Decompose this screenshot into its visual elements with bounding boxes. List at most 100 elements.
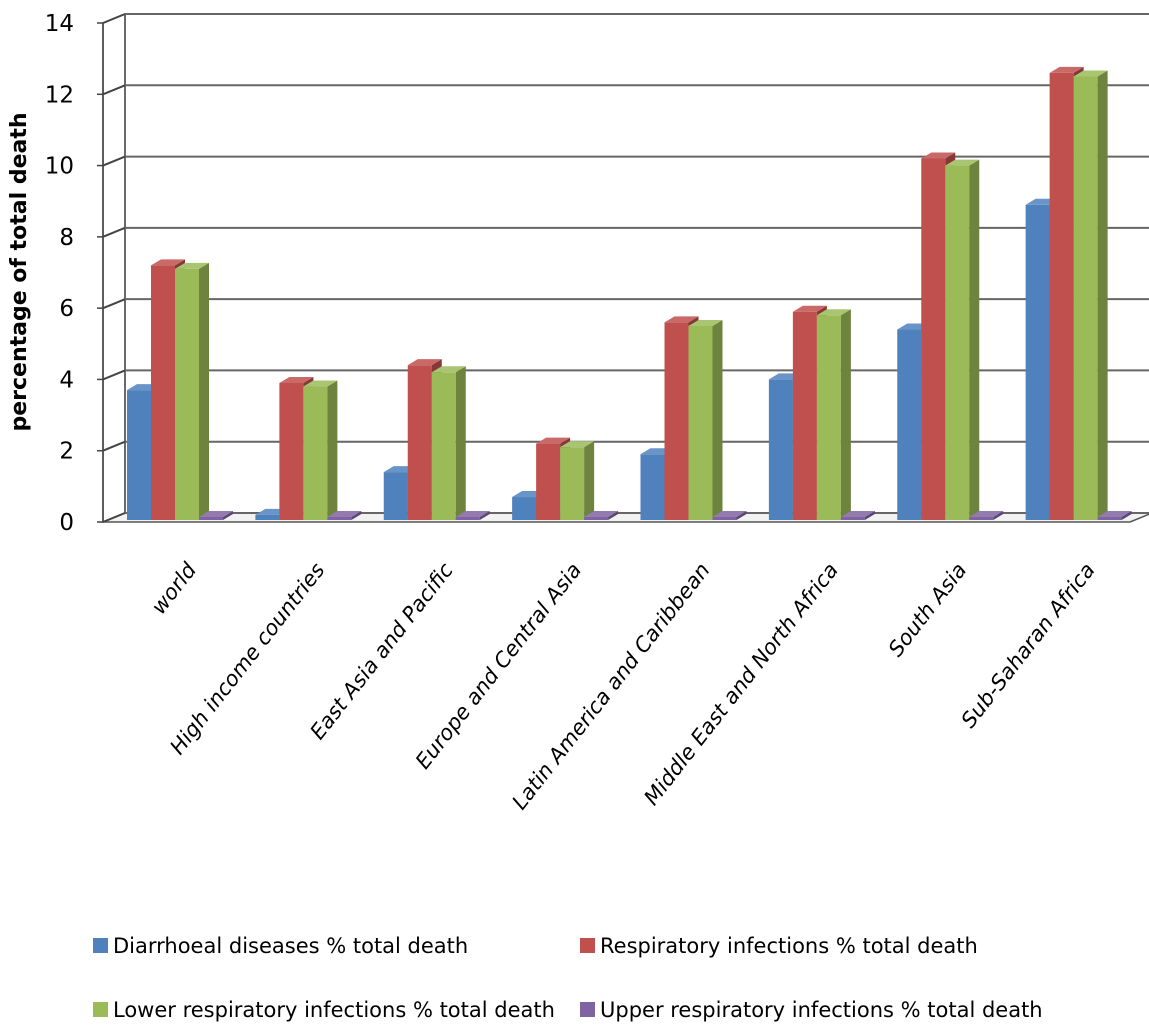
legend: Diarrhoeal diseases % total death Respira…	[93, 934, 1043, 1022]
bar-side	[223, 511, 233, 520]
bar-side	[712, 319, 723, 520]
bar	[969, 511, 1004, 520]
bar-top	[969, 511, 1004, 517]
bar	[584, 511, 619, 520]
bar-front	[431, 372, 456, 520]
y-tick-label: 12	[45, 82, 74, 108]
y-tick-label: 4	[59, 367, 74, 393]
gridline-slant	[102, 226, 126, 238]
category-label: South Asia	[884, 558, 972, 661]
bar-top	[1049, 66, 1084, 73]
bar	[199, 511, 233, 520]
bar-front	[712, 517, 737, 520]
gridline-slant	[102, 298, 126, 310]
legend-item: Upper respiratory infections % total dea…	[580, 998, 1043, 1022]
bar-front	[768, 379, 793, 520]
bar-front	[151, 265, 175, 520]
bar-top	[279, 376, 314, 383]
bar-front	[199, 517, 223, 520]
bar-side	[993, 511, 1004, 520]
bar-top	[431, 366, 466, 373]
bar	[303, 380, 338, 520]
bar-front	[127, 390, 151, 520]
legend-label: Diarrhoeal diseases % total death	[113, 934, 468, 958]
bar-top	[1097, 511, 1132, 517]
gridline-slant	[102, 155, 126, 167]
y-tick-label: 10	[45, 154, 74, 180]
category-label: Sub-Saharan Africa	[956, 558, 1099, 732]
bar-front	[584, 517, 609, 520]
bar-front	[897, 329, 922, 520]
bar-side	[584, 441, 595, 520]
bar	[431, 366, 466, 520]
bar-top	[407, 359, 442, 366]
bar-top	[664, 316, 699, 323]
bar-side	[840, 309, 851, 520]
bar	[175, 262, 209, 520]
bar-front	[1073, 76, 1098, 520]
legend-label: Lower respiratory infections % total dea…	[113, 998, 555, 1022]
bar-top	[303, 380, 338, 387]
bar-front	[536, 443, 561, 520]
bar-top	[792, 305, 827, 312]
bar-top	[560, 441, 595, 448]
legend-item: Respiratory infections % total death	[580, 934, 978, 958]
bar-side	[351, 511, 362, 520]
legend-swatch	[580, 938, 595, 953]
legend-label: Upper respiratory infections % total dea…	[600, 998, 1043, 1022]
gridline-slant	[102, 84, 126, 96]
bar-front	[1049, 72, 1074, 521]
gridline-slant	[102, 512, 126, 523]
bar-front	[455, 517, 480, 520]
legend-label: Respiratory infections % total death	[600, 934, 978, 958]
chart-walls	[102, 12, 1149, 524]
bar-side	[969, 159, 980, 521]
gridlines	[97, 13, 1149, 523]
bar-side	[1121, 511, 1132, 520]
y-tick-label: 8	[59, 225, 74, 251]
bar-side	[199, 262, 209, 520]
bar-side	[608, 511, 619, 520]
category-label: East Asia and Pacific	[305, 558, 458, 744]
bar-front	[255, 514, 280, 520]
bar-top	[536, 437, 571, 444]
bar	[712, 511, 747, 520]
bar-top	[816, 309, 851, 316]
y-tick-label: 0	[59, 510, 74, 536]
bar-side	[479, 511, 490, 520]
bar	[816, 309, 851, 520]
bar-top	[945, 159, 980, 166]
bar-top	[327, 511, 362, 517]
legend-item: Lower respiratory infections % total dea…	[93, 998, 555, 1022]
bar-top	[199, 511, 233, 517]
bar	[688, 319, 723, 520]
bar-front	[921, 158, 946, 520]
bar-side	[455, 366, 466, 520]
bar-side	[736, 511, 747, 520]
bar-front	[560, 447, 585, 520]
bar-side	[327, 380, 338, 520]
y-tick-label: 14	[45, 11, 74, 37]
bar-top	[584, 511, 619, 517]
bar	[1097, 511, 1132, 520]
bar	[945, 159, 980, 521]
y-axis-label: percentage of total death	[7, 112, 32, 431]
bar	[560, 441, 595, 520]
bar-side	[864, 511, 875, 520]
category-label: world	[147, 558, 202, 619]
legend-item: Diarrhoeal diseases % total death	[93, 934, 468, 958]
legend-swatch	[93, 1002, 108, 1017]
bar	[1073, 70, 1108, 520]
bar	[455, 511, 490, 520]
bar-front	[303, 386, 328, 520]
bar-top	[688, 319, 723, 326]
bar-front	[945, 165, 970, 521]
gridline-slant	[102, 369, 126, 381]
bar-front	[1097, 517, 1122, 520]
bars	[127, 66, 1132, 521]
bar-front	[383, 472, 408, 520]
legend-swatch	[580, 1002, 595, 1017]
bar-top	[840, 511, 875, 517]
